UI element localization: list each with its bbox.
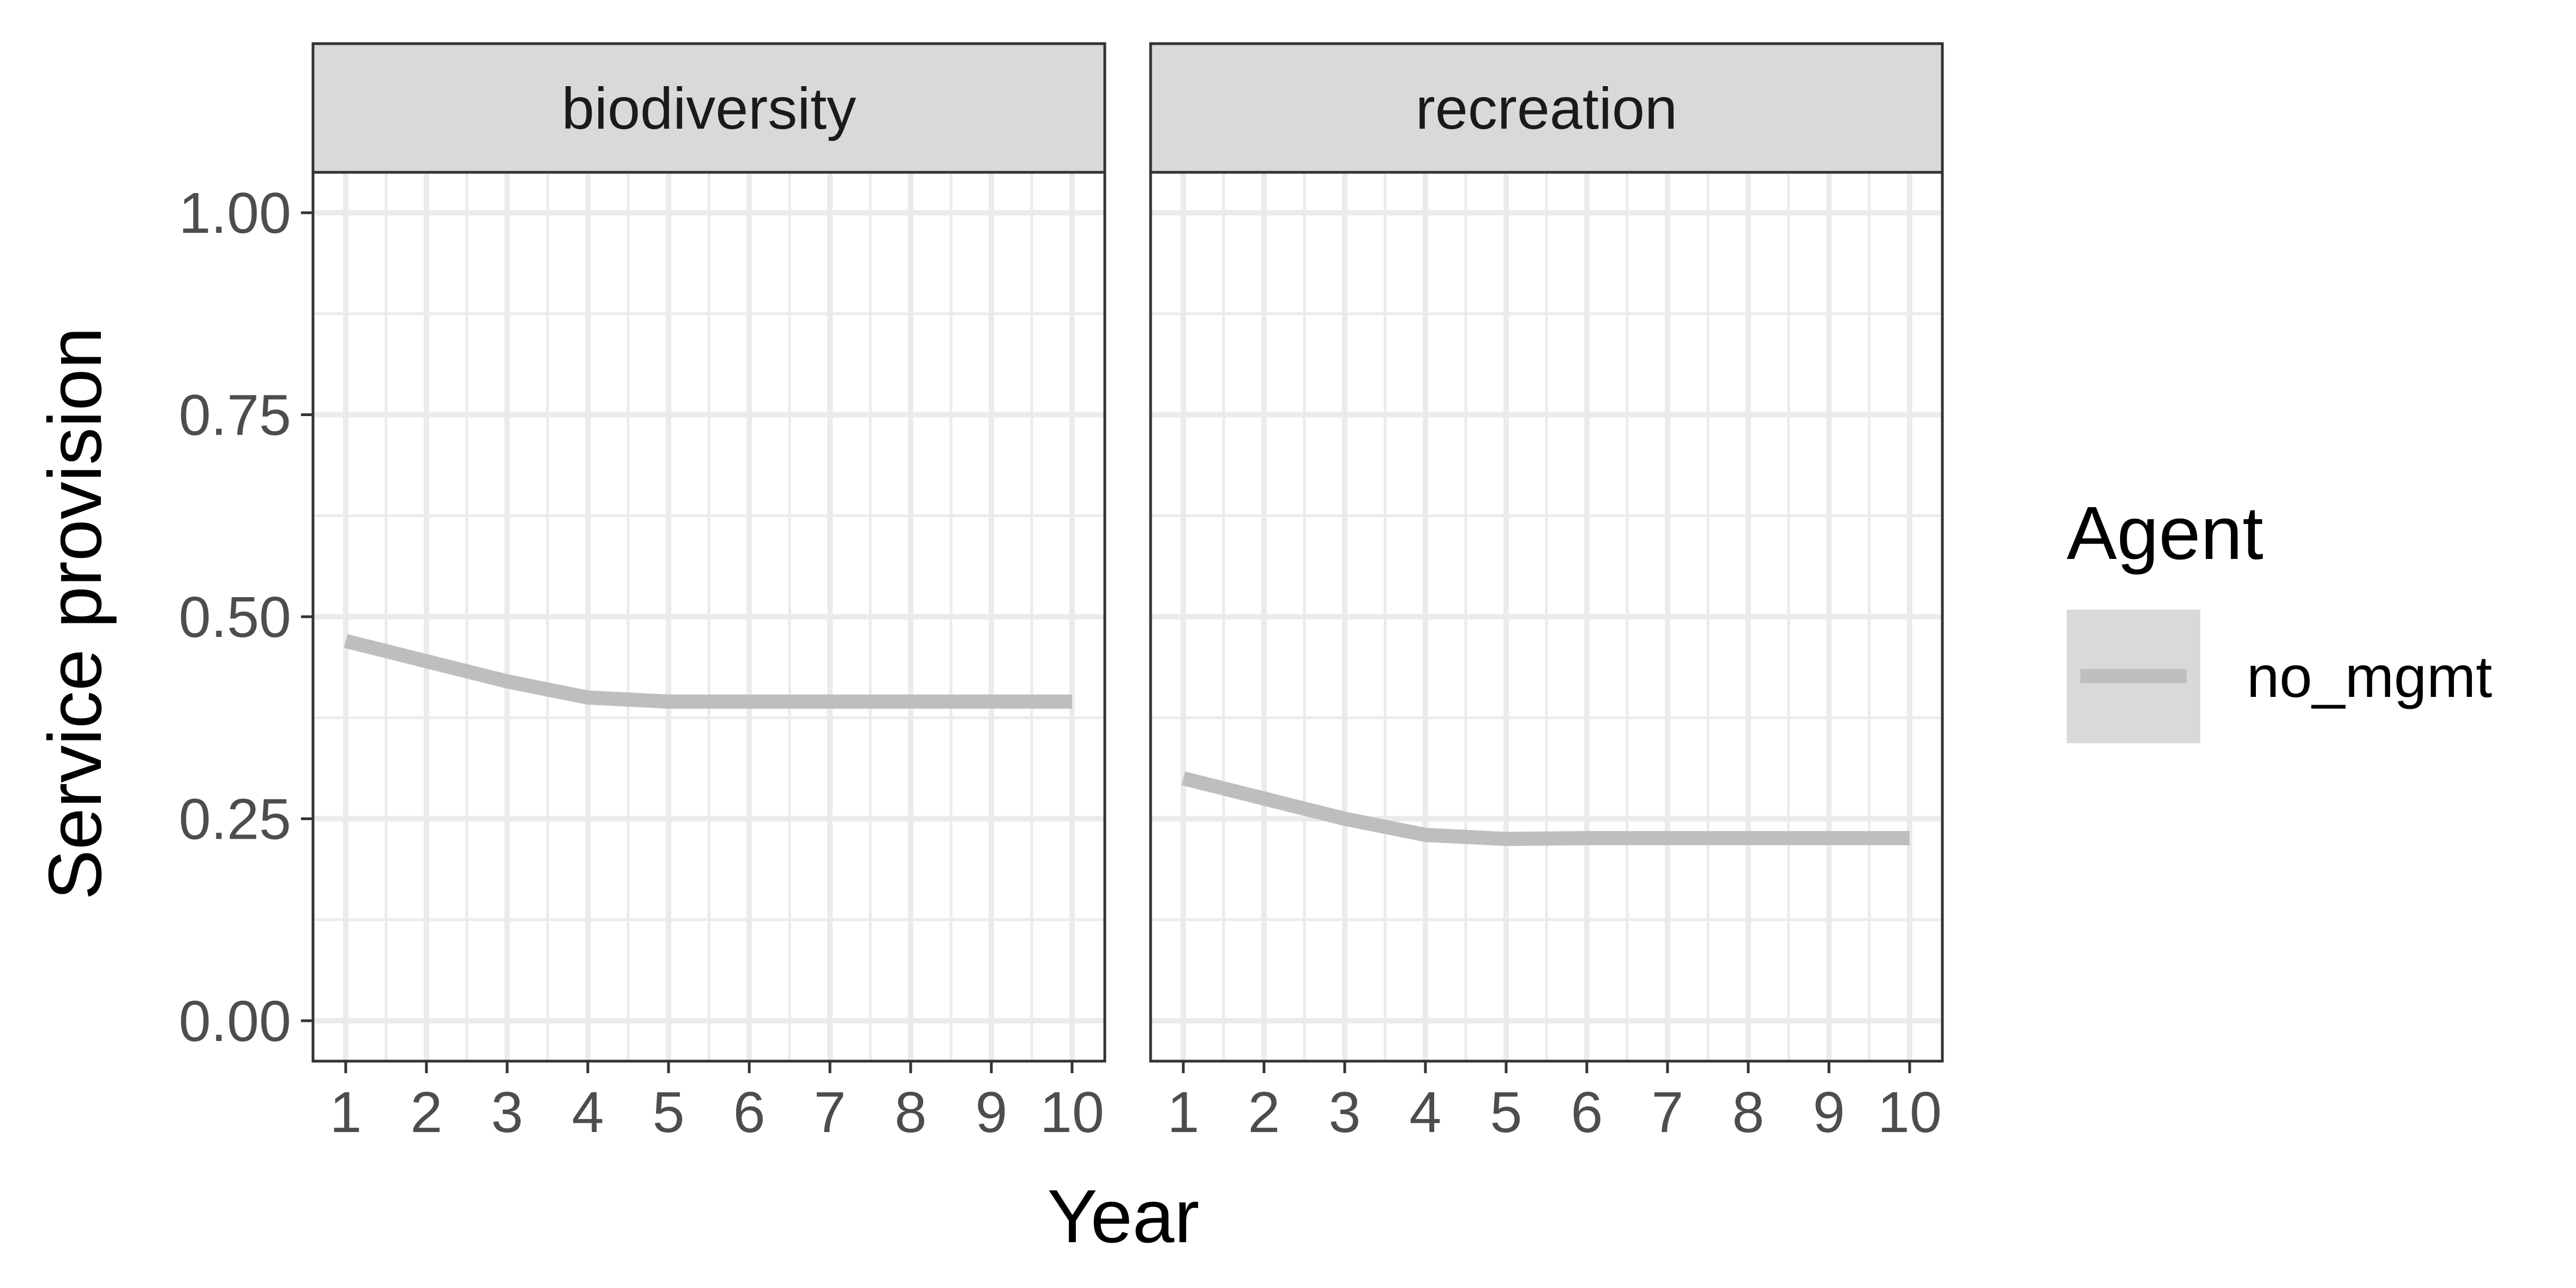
y-axis: 0.00 0.25 0.50 0.75 1.00 (179, 181, 313, 1054)
x-tick-label: 6 (1571, 1080, 1603, 1145)
x-tick-label: 9 (1813, 1080, 1845, 1145)
y-axis-title: Service provision (33, 327, 117, 900)
y-tick-label: 0.75 (179, 383, 291, 448)
x-tick-label: 5 (653, 1080, 685, 1145)
x-tick-label: 3 (491, 1080, 523, 1145)
x-tick-label: 1 (1167, 1080, 1200, 1145)
facet-strip (311, 42, 1106, 174)
facet-strip-label: biodiversity (562, 75, 856, 141)
x-tick-label: 2 (1248, 1080, 1280, 1145)
legend: Agent no_mgmt (2067, 491, 2492, 743)
x-axis-title: Year (1048, 1175, 1200, 1259)
facet-strip (1149, 42, 1944, 174)
facet-strip-label: recreation (1416, 75, 1677, 141)
x-tick-label: 5 (1490, 1080, 1522, 1145)
x-tick-label: 4 (1410, 1080, 1442, 1145)
legend-label-no-mgmt: no_mgmt (2247, 643, 2492, 709)
legend-title: Agent (2067, 491, 2264, 575)
x-tick-label: 6 (733, 1080, 766, 1145)
series-line-no_mgmt (344, 634, 1072, 709)
y-tick-label: 0.25 (179, 787, 291, 851)
panel-border (1149, 171, 1944, 1063)
x-tick-label: 4 (572, 1080, 604, 1145)
facet-panel-biodiversity: biodiversity 1 2 3 4 5 6 7 8 9 10 (311, 42, 1106, 1145)
x-tick-label: 8 (895, 1080, 927, 1145)
y-tick-label: 1.00 (179, 181, 291, 245)
x-tick-label: 8 (1732, 1080, 1765, 1145)
y-tick-label: 0.50 (179, 585, 291, 649)
x-tick-label: 1 (330, 1080, 362, 1145)
x-tick-label: 10 (1040, 1080, 1104, 1145)
facet-panel-recreation: recreation 1 2 3 4 5 6 7 8 9 10 (1149, 42, 1944, 1145)
x-tick-label: 7 (814, 1080, 846, 1145)
y-tick-label: 0.00 (179, 989, 291, 1054)
x-tick-label: 3 (1329, 1080, 1361, 1145)
x-tick-label: 10 (1877, 1080, 1942, 1145)
x-tick-label: 7 (1652, 1080, 1684, 1145)
series-line-no_mgmt (1181, 771, 1910, 846)
x-tick-label: 2 (411, 1080, 443, 1145)
x-tick-label: 9 (976, 1080, 1008, 1145)
